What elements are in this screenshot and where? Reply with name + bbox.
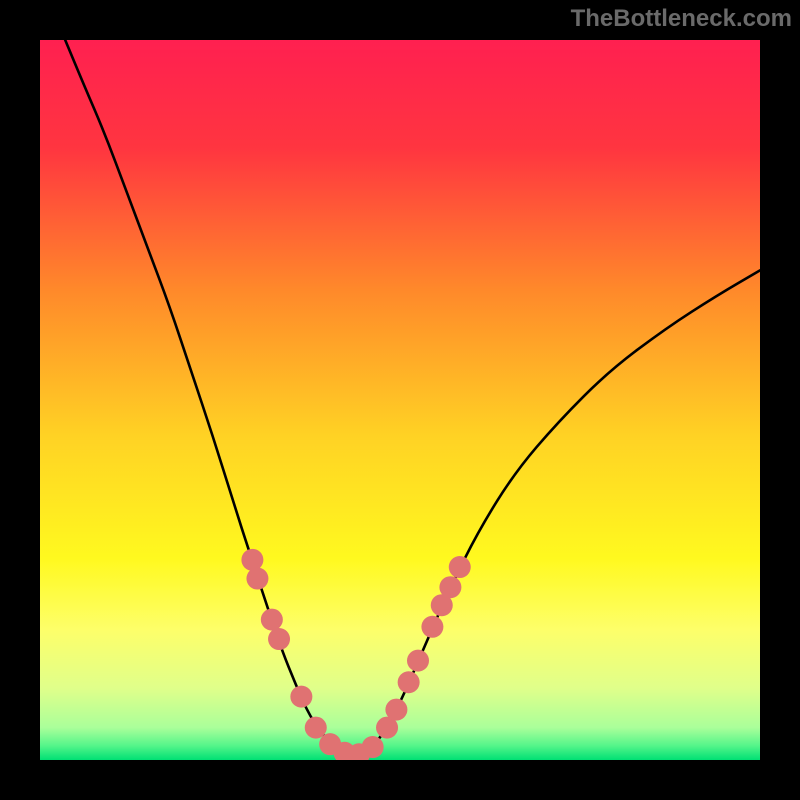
data-marker: [268, 628, 290, 650]
data-marker: [439, 576, 461, 598]
data-marker: [290, 686, 312, 708]
plot-gradient-background: [40, 40, 760, 760]
data-marker: [261, 609, 283, 631]
data-marker: [407, 650, 429, 672]
data-marker: [305, 717, 327, 739]
data-marker: [421, 616, 443, 638]
data-marker: [246, 568, 268, 590]
data-marker: [362, 736, 384, 758]
watermark-text: TheBottleneck.com: [571, 5, 792, 32]
data-marker: [398, 671, 420, 693]
data-marker: [449, 556, 471, 578]
data-marker: [385, 699, 407, 721]
data-marker: [241, 549, 263, 571]
bottleneck-chart: TheBottleneck.com: [0, 0, 800, 800]
